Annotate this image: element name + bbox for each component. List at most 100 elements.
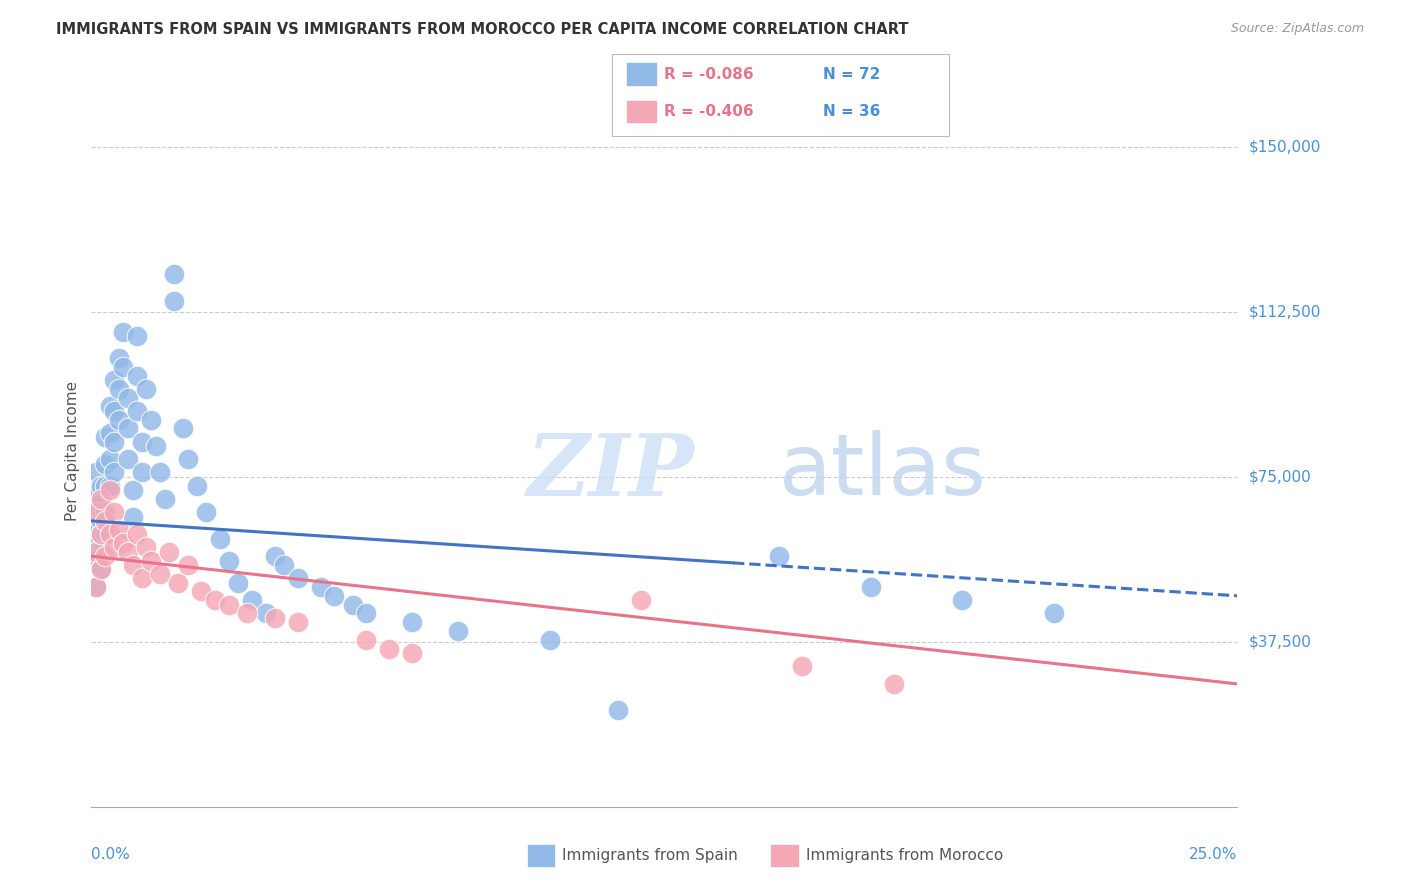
Point	[108, 523, 131, 537]
Text: $75,000: $75,000	[1249, 469, 1312, 484]
Point	[254, 607, 277, 621]
Point	[103, 466, 125, 480]
Text: $37,500: $37,500	[1249, 634, 1312, 649]
Point	[163, 293, 186, 308]
Point	[98, 425, 121, 440]
Point	[287, 571, 309, 585]
Point	[194, 505, 217, 519]
Point	[84, 580, 107, 594]
Point	[90, 562, 112, 576]
Point	[94, 514, 117, 528]
Text: $112,500: $112,500	[1249, 304, 1320, 319]
Text: N = 72: N = 72	[823, 67, 880, 81]
Point	[263, 549, 285, 564]
Point	[90, 496, 112, 510]
Point	[172, 421, 194, 435]
Text: atlas: atlas	[779, 430, 987, 514]
Point	[117, 391, 139, 405]
Point	[98, 483, 121, 497]
Point	[90, 545, 112, 559]
Point	[103, 541, 125, 555]
Point	[607, 703, 630, 717]
Point	[145, 439, 167, 453]
Point	[103, 434, 125, 449]
Point	[84, 466, 107, 480]
Text: Immigrants from Spain: Immigrants from Spain	[562, 848, 738, 863]
Point	[790, 659, 813, 673]
Point	[112, 325, 135, 339]
Point	[98, 452, 121, 467]
Point	[84, 505, 107, 519]
Point	[218, 598, 240, 612]
Point	[163, 267, 186, 281]
Point	[84, 545, 107, 559]
Point	[94, 479, 117, 493]
Point	[176, 558, 198, 572]
Point	[287, 615, 309, 630]
Point	[139, 553, 162, 567]
Point	[90, 491, 112, 506]
Point	[859, 580, 882, 594]
Point	[139, 412, 162, 426]
Point	[1043, 607, 1066, 621]
Point	[84, 580, 107, 594]
Point	[90, 527, 112, 541]
Point	[121, 509, 143, 524]
Point	[309, 580, 332, 594]
Point	[263, 611, 285, 625]
Point	[882, 677, 904, 691]
Point	[108, 412, 131, 426]
Text: 0.0%: 0.0%	[91, 847, 131, 862]
Point	[190, 584, 212, 599]
Point	[378, 641, 401, 656]
Point	[98, 400, 121, 414]
Point	[950, 593, 973, 607]
Text: Immigrants from Morocco: Immigrants from Morocco	[806, 848, 1002, 863]
Point	[94, 527, 117, 541]
Point	[90, 514, 112, 528]
Point	[108, 351, 131, 365]
Point	[131, 466, 153, 480]
Text: R = -0.086: R = -0.086	[664, 67, 754, 81]
Point	[447, 624, 470, 638]
Point	[401, 615, 423, 630]
Text: $150,000: $150,000	[1249, 139, 1320, 154]
Point	[630, 593, 652, 607]
Point	[240, 593, 263, 607]
Point	[94, 549, 117, 564]
Point	[273, 558, 295, 572]
Point	[84, 536, 107, 550]
Point	[90, 479, 112, 493]
Point	[204, 593, 226, 607]
Point	[112, 359, 135, 374]
Point	[103, 505, 125, 519]
Point	[226, 575, 249, 590]
Point	[117, 545, 139, 559]
Text: N = 36: N = 36	[823, 104, 880, 119]
Point	[157, 545, 180, 559]
Point	[149, 566, 172, 581]
Point	[401, 646, 423, 660]
Point	[167, 575, 190, 590]
Point	[108, 382, 131, 396]
Y-axis label: Per Capita Income: Per Capita Income	[65, 380, 80, 521]
Point	[90, 562, 112, 576]
Point	[131, 434, 153, 449]
Point	[117, 452, 139, 467]
Text: R = -0.406: R = -0.406	[664, 104, 754, 119]
Point	[94, 457, 117, 471]
Point	[121, 483, 143, 497]
Point	[98, 479, 121, 493]
Point	[84, 518, 107, 533]
Text: 25.0%: 25.0%	[1189, 847, 1237, 862]
Text: IMMIGRANTS FROM SPAIN VS IMMIGRANTS FROM MOROCCO PER CAPITA INCOME CORRELATION C: IMMIGRANTS FROM SPAIN VS IMMIGRANTS FROM…	[56, 22, 908, 37]
Point	[538, 632, 561, 647]
Point	[127, 329, 149, 343]
Point	[84, 553, 107, 567]
Point	[84, 483, 107, 497]
Point	[94, 505, 117, 519]
Point	[356, 607, 378, 621]
Point	[84, 500, 107, 515]
Point	[135, 382, 157, 396]
Point	[149, 466, 172, 480]
